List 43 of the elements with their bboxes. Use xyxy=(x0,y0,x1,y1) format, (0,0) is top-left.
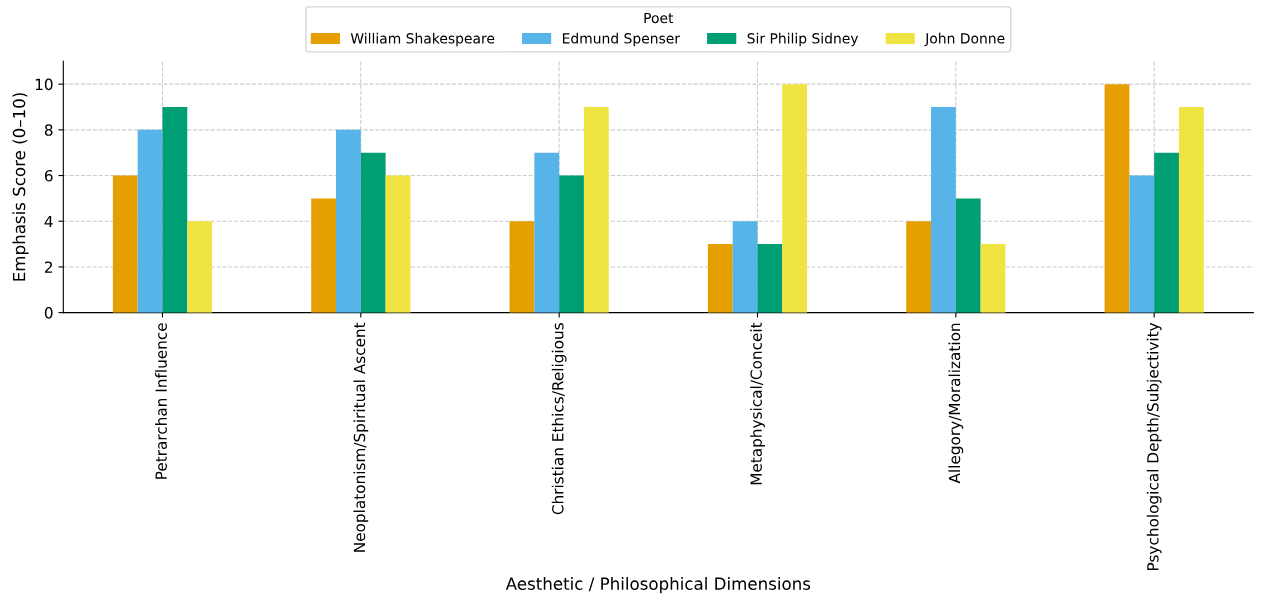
x-axis-title: Aesthetic / Philosophical Dimensions xyxy=(505,577,811,594)
x-tick-label: Neoplatonism/Spiritual Ascent xyxy=(353,322,369,552)
x-tick-label: Allegory/Moralization xyxy=(948,323,964,484)
bar xyxy=(385,175,411,313)
legend-label: William Shakespeare xyxy=(350,32,495,47)
bar xyxy=(336,129,361,313)
legend-label: John Donne xyxy=(924,32,1005,47)
legend-title: Poet xyxy=(644,12,674,24)
bar xyxy=(137,129,163,313)
legend-label: Sir Philip Sidney xyxy=(747,32,859,47)
y-tick-label: 4 xyxy=(44,215,53,228)
bar xyxy=(1104,84,1130,313)
y-tick-label: 2 xyxy=(44,261,53,273)
x-tick-label: Christian Ethics/Religious xyxy=(551,323,567,515)
bar xyxy=(732,221,758,313)
x-tick-label: Petrarchan Influence xyxy=(155,323,167,479)
bar xyxy=(906,221,932,313)
bar xyxy=(1178,107,1204,313)
bar xyxy=(1154,152,1179,313)
legend-label: Edmund Spenser xyxy=(562,32,681,47)
bar xyxy=(112,175,138,313)
bar xyxy=(1129,175,1155,313)
bar xyxy=(955,198,981,313)
bar xyxy=(782,84,808,313)
bar xyxy=(559,175,584,313)
y-tick-label: 0 xyxy=(44,307,53,319)
bar xyxy=(583,107,609,313)
bar xyxy=(311,198,337,313)
y-tick-label: 6 xyxy=(44,170,53,182)
bar xyxy=(931,107,956,313)
bar xyxy=(980,244,1006,313)
bar xyxy=(534,152,560,313)
x-tick-label: Psychological Depth/Subjectivity xyxy=(1146,322,1162,570)
bar xyxy=(509,221,535,313)
y-tick-label: 8 xyxy=(44,124,53,136)
x-tick-label: Metaphysical/Conceit xyxy=(750,322,765,485)
bar xyxy=(162,107,188,313)
bar xyxy=(707,244,733,313)
y-axis-title: Emphasis Score (0–10) xyxy=(12,93,29,281)
bar xyxy=(757,244,783,313)
bar xyxy=(187,221,213,313)
bar xyxy=(360,152,386,313)
y-tick-label: 10 xyxy=(35,78,53,91)
